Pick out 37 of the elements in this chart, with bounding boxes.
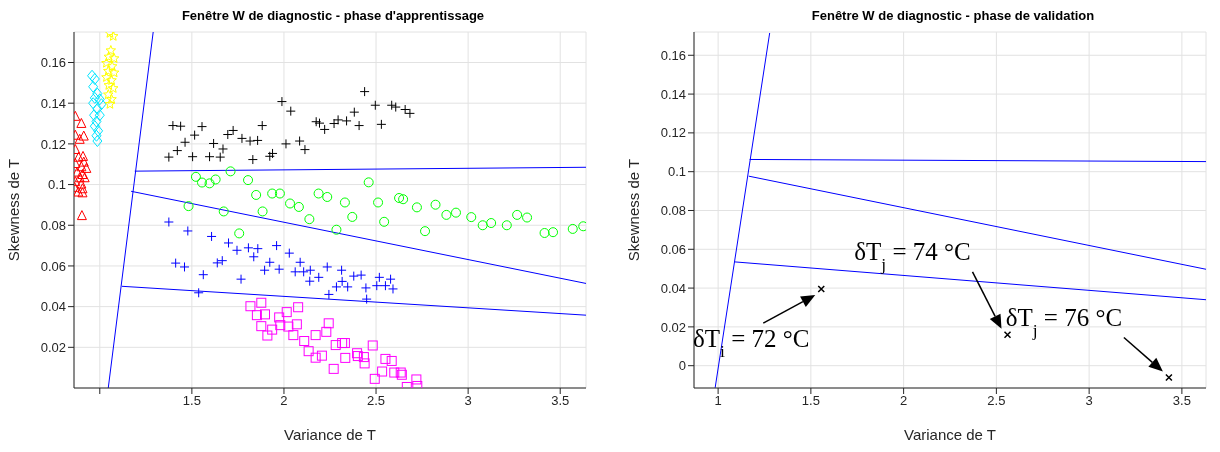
x-tick-label: 3.5 [1172, 393, 1191, 409]
y-axis-title: Skewness de T [5, 158, 23, 262]
x-tick-label: 1 [714, 393, 722, 409]
x-tick-label: 3 [464, 393, 472, 409]
y-tick-label: 0.08 [660, 203, 686, 219]
y-tick-label: 0.1 [47, 177, 66, 193]
y-tick-label: 0.14 [660, 86, 686, 102]
x-tick-label: 3 [1085, 393, 1093, 409]
x-axis-title: Variance de T [284, 426, 376, 443]
y-tick-label: 0.1 [667, 164, 686, 180]
x-axis-title: Variance de T [904, 426, 996, 443]
x-tick-label: 2.5 [367, 393, 386, 409]
y-tick-label: 0.04 [40, 299, 66, 315]
annotation: δT$_{j}$ = 76 °C [1005, 303, 1123, 340]
y-tick-label: 0.02 [660, 319, 686, 335]
x-tick-label: 1.5 [182, 393, 201, 409]
x-tick-label: 2 [280, 393, 288, 409]
y-tick-label: 0.12 [40, 136, 66, 152]
y-tick-label: 0.06 [660, 241, 686, 257]
y-tick-label: 0.16 [660, 47, 686, 63]
y-tick-label: 0.08 [40, 217, 66, 233]
x-tick-label: 1.5 [801, 393, 820, 409]
annotation: δT$_{i}$ = 72 °C [693, 325, 810, 362]
y-tick-label: 0.12 [660, 125, 686, 141]
y-tick-label: 0.16 [40, 55, 66, 71]
y-axis-title: Skewness de T [625, 158, 643, 262]
y-tick-label: 0.02 [40, 339, 66, 355]
y-tick-label: 0.04 [660, 280, 686, 296]
y-tick-label: 0.14 [40, 95, 66, 111]
chart-title: Fenêtre W de diagnostic - phase d'apprentissage [180, 8, 486, 25]
y-tick-label: 0.06 [40, 258, 66, 274]
x-tick-label: 2.5 [987, 393, 1006, 409]
x-tick-label: 3.5 [551, 393, 570, 409]
x-tick-label: 2 [900, 393, 908, 409]
chart-title: Fenêtre W de diagnostic - phase de validation [810, 8, 1096, 25]
annotation: δT$_{j}$ = 74 °C [854, 237, 971, 274]
y-tick-label: 0 [678, 358, 686, 374]
